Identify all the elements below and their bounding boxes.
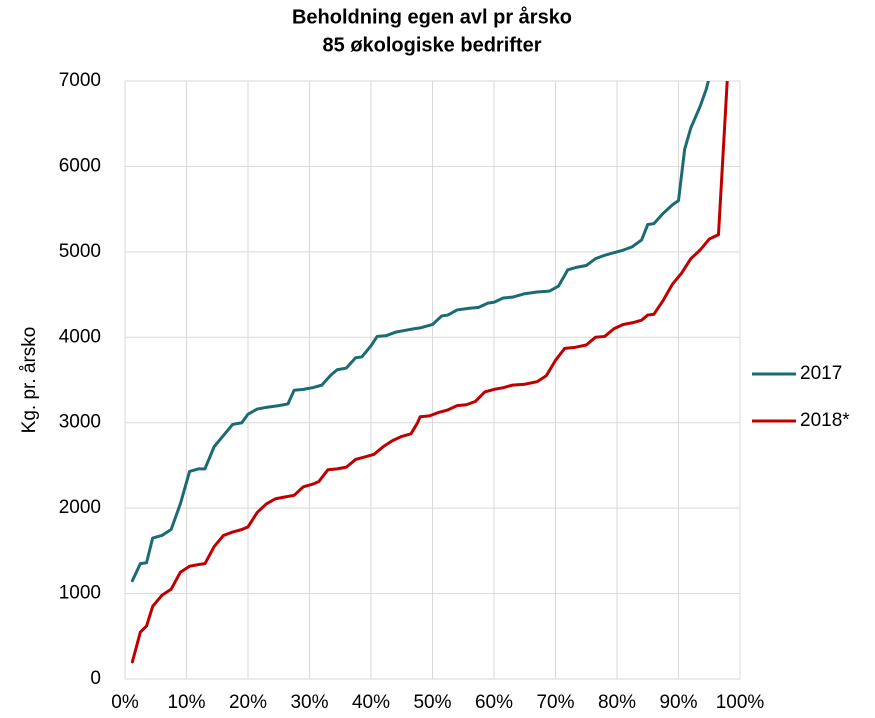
x-tick-label: 40% [352, 692, 390, 713]
chart-title: Beholdning egen avl pr årsko [292, 5, 572, 28]
x-tick-label: 100% [716, 692, 765, 713]
x-tick-label: 80% [598, 692, 636, 713]
y-tick-label: 0 [90, 668, 101, 689]
legend-label: 2017 [800, 363, 842, 384]
y-axis-label: Kg. pr. årsko [19, 327, 40, 434]
x-tick-label: 30% [290, 692, 328, 713]
x-tick-label: 20% [229, 692, 267, 713]
x-tick-label: 0% [111, 692, 139, 713]
y-tick-label: 5000 [59, 241, 101, 262]
y-tick-label: 1000 [59, 583, 101, 604]
data-line [130, 81, 729, 664]
x-tick-label: 50% [413, 692, 451, 713]
y-tick-label: 3000 [59, 412, 101, 433]
x-tick-label: 10% [167, 692, 205, 713]
data-line [130, 81, 710, 583]
legend-label: 2018* [800, 410, 850, 431]
x-tick-label: 60% [475, 692, 513, 713]
y-tick-label: 4000 [59, 326, 101, 347]
y-tick-label: 7000 [59, 70, 101, 91]
y-tick-label: 6000 [59, 155, 101, 176]
chart-subtitle: 85 økologiske bedrifter [323, 34, 542, 56]
x-tick-label: 90% [659, 692, 697, 713]
x-tick-label: 70% [536, 692, 574, 713]
y-tick-label: 2000 [59, 497, 101, 518]
